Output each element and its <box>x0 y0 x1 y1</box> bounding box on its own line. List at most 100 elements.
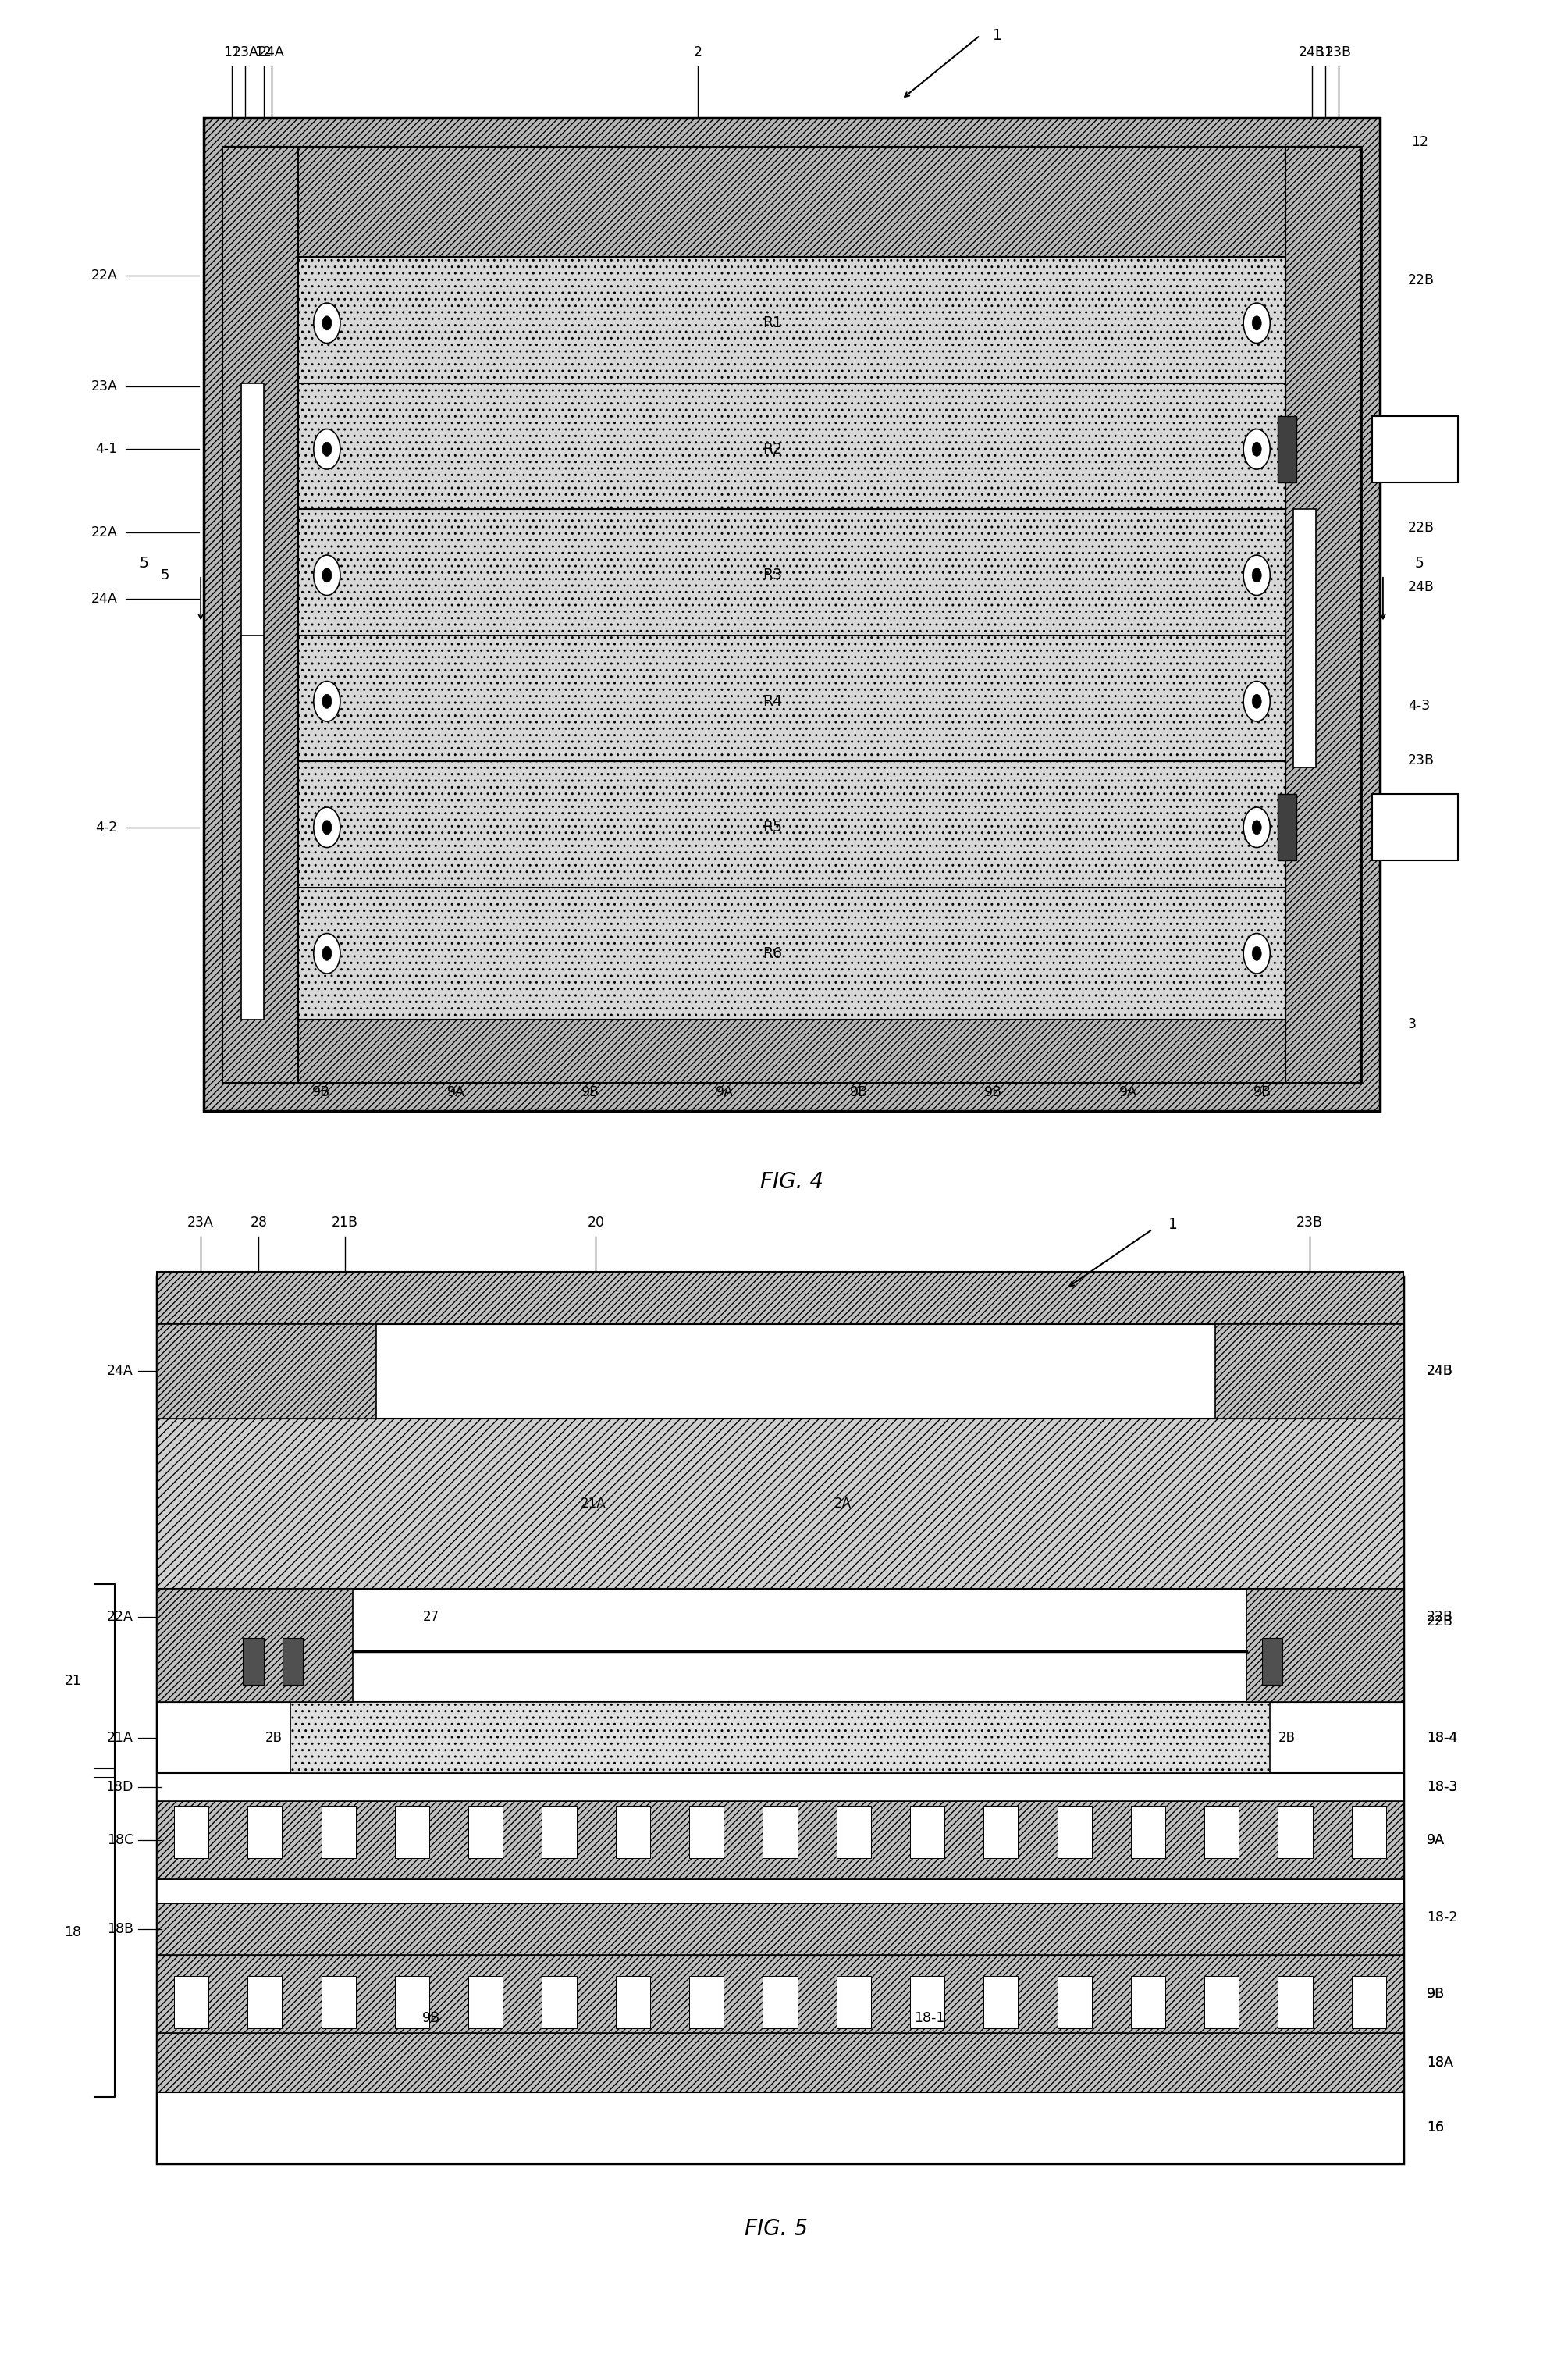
Text: 9B: 9B <box>312 1085 331 1099</box>
Bar <box>762 1806 797 1858</box>
Text: 18D: 18D <box>105 1780 133 1794</box>
Text: 27: 27 <box>423 1610 439 1624</box>
Text: 5: 5 <box>1408 442 1416 456</box>
Text: 24A: 24A <box>259 45 285 59</box>
Text: 23B: 23B <box>1325 45 1352 59</box>
Bar <box>298 761 1286 894</box>
Bar <box>983 1806 1018 1858</box>
Bar <box>298 383 1286 515</box>
Bar <box>241 383 263 641</box>
Text: 21A: 21A <box>618 1730 643 1745</box>
Bar <box>248 1806 282 1858</box>
Text: 21B: 21B <box>332 1215 358 1229</box>
Circle shape <box>1253 695 1261 709</box>
Text: 12: 12 <box>256 45 271 59</box>
Text: 18-3: 18-3 <box>1427 1780 1458 1794</box>
Text: 18B: 18B <box>107 1922 133 1936</box>
Bar <box>909 1976 944 2028</box>
Text: 21A: 21A <box>580 1496 605 1511</box>
Bar <box>1131 1976 1165 2028</box>
Bar <box>248 1976 282 2028</box>
Text: 22A: 22A <box>107 1610 133 1624</box>
Bar <box>157 1903 1403 1955</box>
Bar <box>298 636 1286 768</box>
Text: 24A: 24A <box>107 1364 133 1378</box>
Text: 22A: 22A <box>91 269 118 284</box>
Text: 22B: 22B <box>1408 274 1435 288</box>
Text: 12: 12 <box>1411 135 1428 149</box>
Text: 9A: 9A <box>447 1085 464 1099</box>
Text: 11: 11 <box>224 45 240 59</box>
Text: 18A: 18A <box>1427 2057 1454 2068</box>
Text: 3: 3 <box>1408 1017 1416 1031</box>
Circle shape <box>1253 442 1261 456</box>
Text: 24B: 24B <box>1427 1364 1454 1378</box>
Bar <box>616 1806 651 1858</box>
Text: FIG. 4: FIG. 4 <box>760 1170 823 1194</box>
Bar <box>1286 147 1361 1083</box>
Text: 23A: 23A <box>188 1215 213 1229</box>
Bar <box>1057 1806 1091 1858</box>
Bar <box>157 1801 1403 1879</box>
Text: 9A: 9A <box>1427 1834 1444 1846</box>
Circle shape <box>314 556 340 596</box>
Bar <box>1131 1806 1165 1858</box>
Bar <box>223 147 1361 260</box>
Text: 9A: 9A <box>715 1085 734 1099</box>
Bar <box>395 1976 430 2028</box>
Bar <box>282 1638 303 1686</box>
Bar <box>690 1976 724 2028</box>
Text: 18A: 18A <box>1427 2057 1454 2068</box>
Bar <box>1294 508 1316 768</box>
Bar <box>909 1806 944 1858</box>
Text: 9B: 9B <box>985 1085 1002 1099</box>
Bar <box>469 1976 503 2028</box>
Text: 9B: 9B <box>1253 1085 1272 1099</box>
Circle shape <box>314 806 340 846</box>
Bar <box>690 1806 724 1858</box>
Bar <box>321 1806 356 1858</box>
Bar <box>1278 794 1297 860</box>
Circle shape <box>1253 820 1261 834</box>
Text: 9A: 9A <box>1120 1085 1137 1099</box>
Circle shape <box>1253 317 1261 331</box>
Circle shape <box>1243 430 1270 468</box>
Text: 5: 5 <box>1414 556 1424 570</box>
Bar <box>174 1976 209 2028</box>
Bar <box>223 147 298 1083</box>
Text: 9B: 9B <box>1427 1988 1446 2000</box>
Text: 2A: 2A <box>797 1730 814 1745</box>
Text: 9B: 9B <box>1427 1988 1446 2000</box>
Bar <box>241 636 263 1019</box>
Bar <box>243 1638 263 1686</box>
Bar <box>1352 1806 1386 1858</box>
Text: 21: 21 <box>64 1674 82 1688</box>
Bar <box>157 1589 1403 1702</box>
Bar <box>543 1806 577 1858</box>
Text: 24B: 24B <box>1427 1364 1454 1378</box>
Text: 22B: 22B <box>1427 1615 1454 1629</box>
Circle shape <box>1243 303 1270 343</box>
Text: 2B: 2B <box>265 1730 282 1745</box>
Text: 5: 5 <box>160 567 169 582</box>
Bar <box>1247 1589 1403 1702</box>
Bar <box>1204 1806 1239 1858</box>
Bar <box>157 1324 1403 1418</box>
Text: 18-2: 18-2 <box>1427 1910 1458 1924</box>
Text: 16: 16 <box>1427 2121 1444 2135</box>
Bar <box>298 508 1286 641</box>
Circle shape <box>323 567 331 582</box>
Text: 11: 11 <box>1317 45 1333 59</box>
Text: R1: R1 <box>762 317 782 331</box>
Bar <box>157 1589 353 1702</box>
Bar <box>157 1272 1403 1324</box>
Circle shape <box>314 303 340 343</box>
Bar <box>157 2033 1403 2092</box>
Text: 16: 16 <box>1427 2121 1444 2135</box>
Bar <box>298 258 1286 390</box>
Text: R4: R4 <box>762 695 782 709</box>
Circle shape <box>323 695 331 709</box>
Circle shape <box>1253 946 1261 960</box>
Text: 9B: 9B <box>850 1085 869 1099</box>
Text: 21A: 21A <box>107 1730 133 1745</box>
